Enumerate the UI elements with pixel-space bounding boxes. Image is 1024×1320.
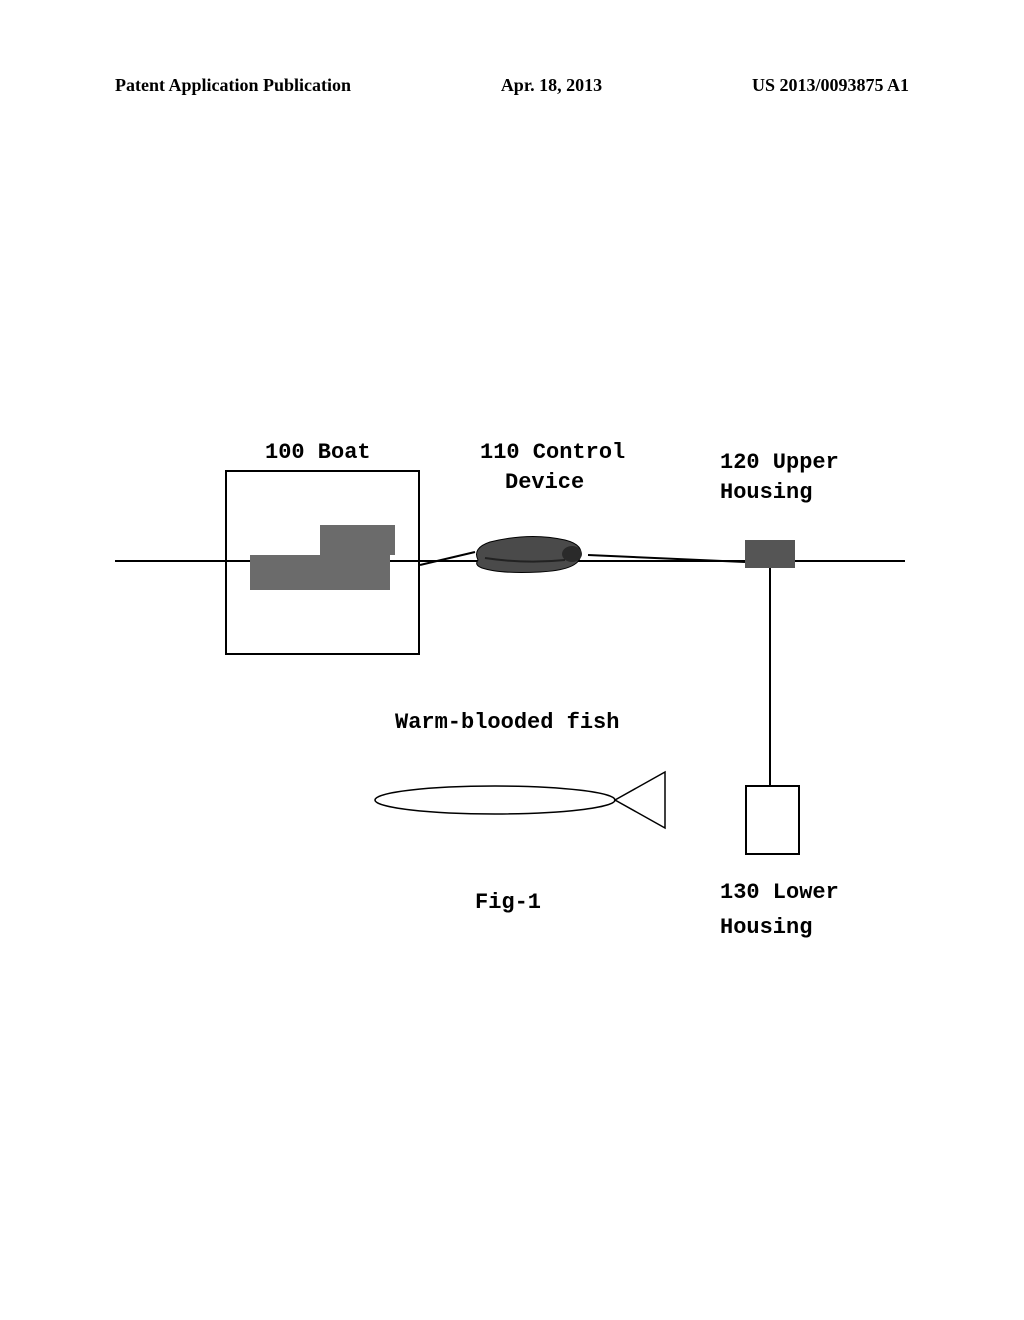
boat-cabin — [320, 525, 395, 555]
upper-housing-label-line2: Housing — [720, 480, 812, 505]
figure-label: Fig-1 — [475, 890, 541, 915]
fish-icon — [0, 200, 1024, 1100]
connector-lines — [0, 200, 1024, 1100]
control-device-icon — [470, 530, 590, 575]
waterline-left — [115, 560, 745, 562]
boat-body — [250, 555, 390, 590]
control-device-label-line1: 110 Control — [480, 440, 625, 465]
header-left: Patent Application Publication — [115, 75, 351, 96]
lower-housing-block — [745, 785, 800, 855]
upper-housing-label-line1: 120 Upper — [720, 450, 839, 475]
boat-label: 100 Boat — [265, 440, 371, 465]
upper-housing-block — [745, 540, 795, 568]
tether-line — [769, 568, 771, 785]
lower-housing-label-line1: 130 Lower — [720, 880, 839, 905]
header-right: US 2013/0093875 A1 — [752, 75, 909, 96]
lower-housing-label-line2: Housing — [720, 915, 812, 940]
control-device-label-line2: Device — [505, 470, 584, 495]
header-center: Apr. 18, 2013 — [501, 75, 602, 96]
fish-label: Warm-blooded fish — [395, 710, 619, 735]
figure-1-diagram: 100 Boat 110 Control Device 120 Upper Ho… — [0, 200, 1024, 1100]
page-header: Patent Application Publication Apr. 18, … — [0, 75, 1024, 96]
waterline-right — [795, 560, 905, 562]
